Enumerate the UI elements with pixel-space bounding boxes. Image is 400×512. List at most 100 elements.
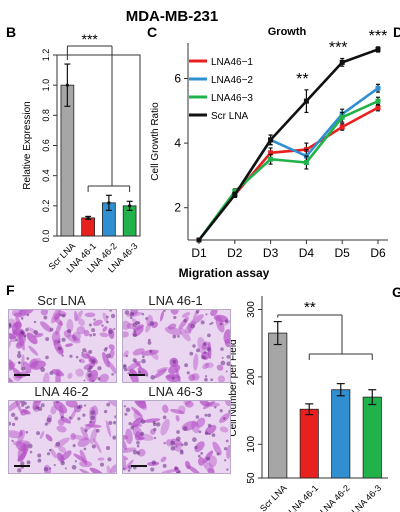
cell-blob: [123, 455, 129, 461]
y-tick-label: 6: [174, 72, 181, 86]
cell-blob: [190, 314, 204, 326]
cell-blob: [9, 332, 17, 340]
y-tick-label: 300: [246, 301, 257, 318]
pore-dot: [124, 412, 128, 416]
pore-dot: [150, 467, 155, 472]
pore-dot: [57, 346, 62, 351]
pore-dot: [189, 351, 194, 356]
cell-blob: [77, 318, 85, 327]
pore-dot: [75, 355, 79, 359]
cell-blob: [28, 357, 41, 367]
pore-dot: [201, 355, 205, 359]
pore-dot: [26, 460, 31, 465]
pore-dot: [78, 404, 83, 409]
pore-dot: [136, 451, 141, 455]
cell-blob: [58, 445, 67, 453]
cell-blob: [97, 457, 105, 461]
cell-blob: [223, 329, 230, 344]
cell-blob: [65, 401, 78, 408]
pore-dot: [61, 354, 64, 357]
pore-dot: [151, 460, 157, 465]
data-point: [375, 85, 381, 91]
cell-blob: [55, 371, 61, 382]
pore-dot: [125, 354, 129, 358]
pore-dot: [175, 436, 181, 442]
pore-dot: [226, 361, 230, 367]
pore-dot: [228, 409, 230, 414]
pore-dot: [81, 351, 84, 354]
data-point: [339, 59, 345, 65]
pore-dot: [84, 429, 88, 433]
pore-dot: [17, 350, 21, 354]
data-point: [375, 105, 381, 111]
pore-dot: [33, 320, 37, 324]
pore-dot: [204, 375, 208, 378]
pore-dot: [72, 444, 76, 448]
y-tick-label: 0.0: [41, 230, 51, 243]
pore-dot: [37, 458, 42, 463]
cell-blob: [226, 444, 230, 460]
pore-dot: [153, 427, 157, 432]
pore-dot: [105, 445, 111, 451]
cell-blob: [56, 425, 67, 433]
cell-blob: [66, 318, 74, 333]
pore-dot: [184, 363, 189, 368]
pore-dot: [90, 415, 95, 421]
pore-dot: [132, 449, 138, 455]
pore-dot: [195, 415, 200, 419]
pore-dot: [49, 370, 54, 375]
cell-blob: [202, 362, 210, 370]
y-axis-label: Cell Number per Field: [228, 339, 239, 436]
series-line: [197, 106, 379, 241]
cell-blob: [75, 368, 84, 377]
cell-blob: [216, 364, 224, 371]
panel-letter-g: G: [392, 284, 400, 300]
cell-blob: [18, 310, 29, 318]
pore-dot: [25, 328, 29, 332]
cell-blob: [133, 401, 147, 409]
pore-dot: [21, 403, 25, 407]
pore-dot: [9, 324, 12, 329]
pore-dot: [162, 463, 167, 468]
pore-dot: [9, 421, 12, 426]
pore-dot: [92, 380, 95, 382]
pore-dot: [101, 324, 104, 327]
bar: [268, 332, 288, 479]
cell-blob: [51, 310, 62, 324]
pore-dot: [174, 466, 179, 471]
cell-blob: [93, 438, 102, 454]
pore-dot: [177, 470, 181, 473]
pore-dot: [141, 358, 146, 364]
cell-blob: [134, 431, 141, 441]
pore-dot: [220, 347, 224, 351]
pore-dot: [57, 340, 61, 344]
cell-blob: [106, 465, 112, 473]
pore-dot: [91, 444, 96, 449]
scale-bar: [14, 374, 30, 376]
pore-dot: [23, 401, 27, 406]
data-point: [268, 156, 274, 162]
cell-blob: [53, 401, 68, 414]
cell-blob: [187, 465, 201, 473]
cell-blob: [102, 352, 110, 368]
cell-blob: [102, 312, 109, 323]
pore-dot: [69, 354, 73, 358]
pore-dot: [147, 340, 152, 345]
x-tick-label: LNA 46-2: [318, 483, 352, 512]
pore-dot: [36, 431, 41, 436]
pore-dot: [137, 370, 141, 374]
data-point: [268, 150, 274, 156]
pore-dot: [108, 420, 113, 426]
cell-blob: [138, 401, 146, 405]
x-tick-label: D6: [370, 246, 386, 260]
y-tick-label: 0.8: [41, 109, 51, 122]
pore-dot: [103, 348, 108, 352]
cell-blob: [123, 447, 137, 454]
cell-blob: [79, 468, 91, 473]
pore-dot: [192, 437, 197, 442]
pore-dot: [207, 413, 212, 418]
pore-dot: [186, 371, 190, 375]
pore-dot: [132, 333, 137, 338]
pore-dot: [27, 443, 33, 449]
